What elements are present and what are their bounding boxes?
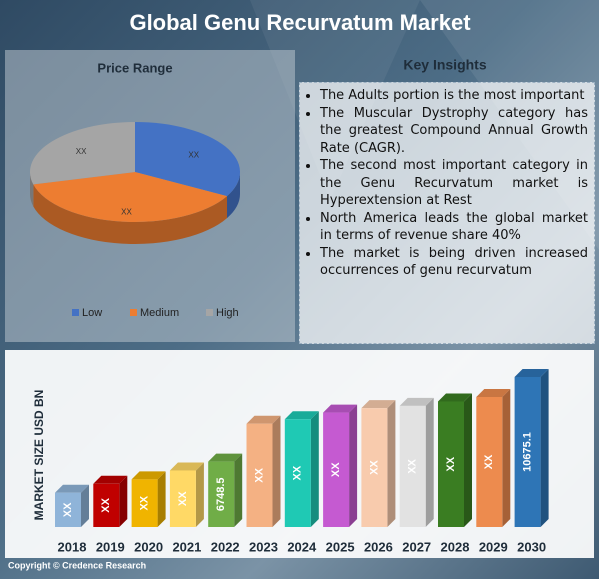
bar (131, 479, 158, 527)
bar-value-label: XX (139, 495, 151, 510)
x-tick-label: 2029 (479, 539, 508, 554)
bar-top (131, 471, 166, 480)
x-tick-label: 2024 (287, 539, 317, 554)
bar (323, 412, 350, 527)
bar (246, 423, 273, 527)
bar-top (55, 484, 89, 493)
insight: The market is being driven increased occ… (320, 245, 588, 280)
bar-value-label: XX (483, 454, 495, 469)
bar-top (208, 453, 243, 462)
bar-top (476, 388, 511, 397)
bar-side (310, 411, 319, 527)
bar-top (399, 397, 434, 406)
bar (399, 405, 426, 527)
insight: The Adults portion is the most important (320, 87, 588, 105)
x-tick-label: 2026 (364, 539, 393, 554)
x-tick-label: 2027 (402, 539, 431, 554)
bar-top (284, 411, 319, 420)
bar-value-label: XX (445, 456, 457, 471)
bar-side (387, 400, 396, 527)
bar-side (195, 462, 204, 527)
insight: The Muscular Dystrophy category has the … (320, 105, 588, 158)
bar (438, 401, 464, 527)
insight: The second most important category in th… (320, 157, 588, 210)
bar (169, 470, 196, 527)
x-tick-label: 2028 (441, 539, 470, 554)
x-tick-label: 2021 (172, 539, 201, 554)
bar-side (272, 415, 281, 527)
bar (208, 461, 235, 527)
bar-top (169, 462, 204, 471)
bar (93, 483, 120, 527)
bar-value-label: XX (368, 460, 380, 475)
bar-top (438, 393, 472, 402)
legend-label: Low (82, 307, 102, 319)
bar-value-label: XX (177, 491, 189, 506)
bar-top (361, 400, 396, 409)
legend-label: High (216, 307, 239, 319)
x-tick-label: 2023 (249, 539, 278, 554)
bar-top (514, 369, 549, 377)
bar-top (93, 475, 128, 484)
bar-value-label: XX (292, 465, 304, 480)
x-tick-label: 2025 (326, 539, 355, 554)
bar-value-label: 6748.5 (215, 477, 227, 511)
bar-side (349, 404, 358, 527)
bar-top (323, 404, 358, 413)
bar (514, 377, 541, 527)
bar-side (464, 393, 472, 527)
y-axis-label: MARKET SIZE USD BN (32, 390, 46, 521)
bar-side (81, 484, 89, 527)
x-tick-label: 2019 (96, 539, 125, 554)
bar-side (540, 369, 549, 527)
pie-side (30, 172, 34, 207)
legend-swatch (72, 309, 79, 316)
bar-side (502, 388, 511, 527)
bar-value-label: XX (100, 497, 112, 512)
pie-slice (135, 122, 240, 197)
slice-label: XX (121, 207, 132, 216)
insights-list: The Adults portion is the most important… (320, 87, 588, 280)
legend-swatch (206, 309, 213, 316)
pie-side (227, 172, 240, 219)
pie-slice (33, 172, 228, 222)
pie-title: Price Range (97, 60, 172, 75)
bar-side (234, 453, 243, 527)
pie-side (33, 184, 228, 244)
slice-label: XX (188, 151, 199, 160)
bar-side (425, 397, 434, 527)
insights-panel: The Adults portion is the most important… (299, 82, 595, 344)
bar-top (246, 415, 281, 424)
bar (361, 408, 388, 527)
insights-title: Key Insights (403, 57, 486, 73)
legend-label: Medium (140, 307, 179, 319)
bar-value-label: XX (330, 462, 342, 477)
bar-value-label: 10675.1 (522, 432, 534, 472)
legend-swatch (130, 309, 137, 316)
x-tick-label: 2030 (517, 539, 546, 554)
copyright: Copyright © Credence Research (8, 560, 146, 570)
x-tick-label: 2018 (58, 539, 87, 554)
page-title: Global Genu Recurvatum Market (129, 10, 471, 35)
x-tick-label: 2020 (134, 539, 163, 554)
pie-slice (30, 122, 135, 185)
bar-value-label: XX (253, 467, 265, 482)
bar-value-label: XX (62, 502, 74, 517)
bar-side (157, 471, 166, 527)
bar-value-label: XX (407, 458, 419, 473)
x-tick-label: 2022 (211, 539, 240, 554)
bar (55, 492, 81, 527)
slice-label: XX (76, 147, 87, 156)
bar-side (119, 475, 128, 527)
bar (284, 419, 311, 527)
bar (476, 396, 503, 527)
insight: North America leads the global market in… (320, 210, 588, 245)
